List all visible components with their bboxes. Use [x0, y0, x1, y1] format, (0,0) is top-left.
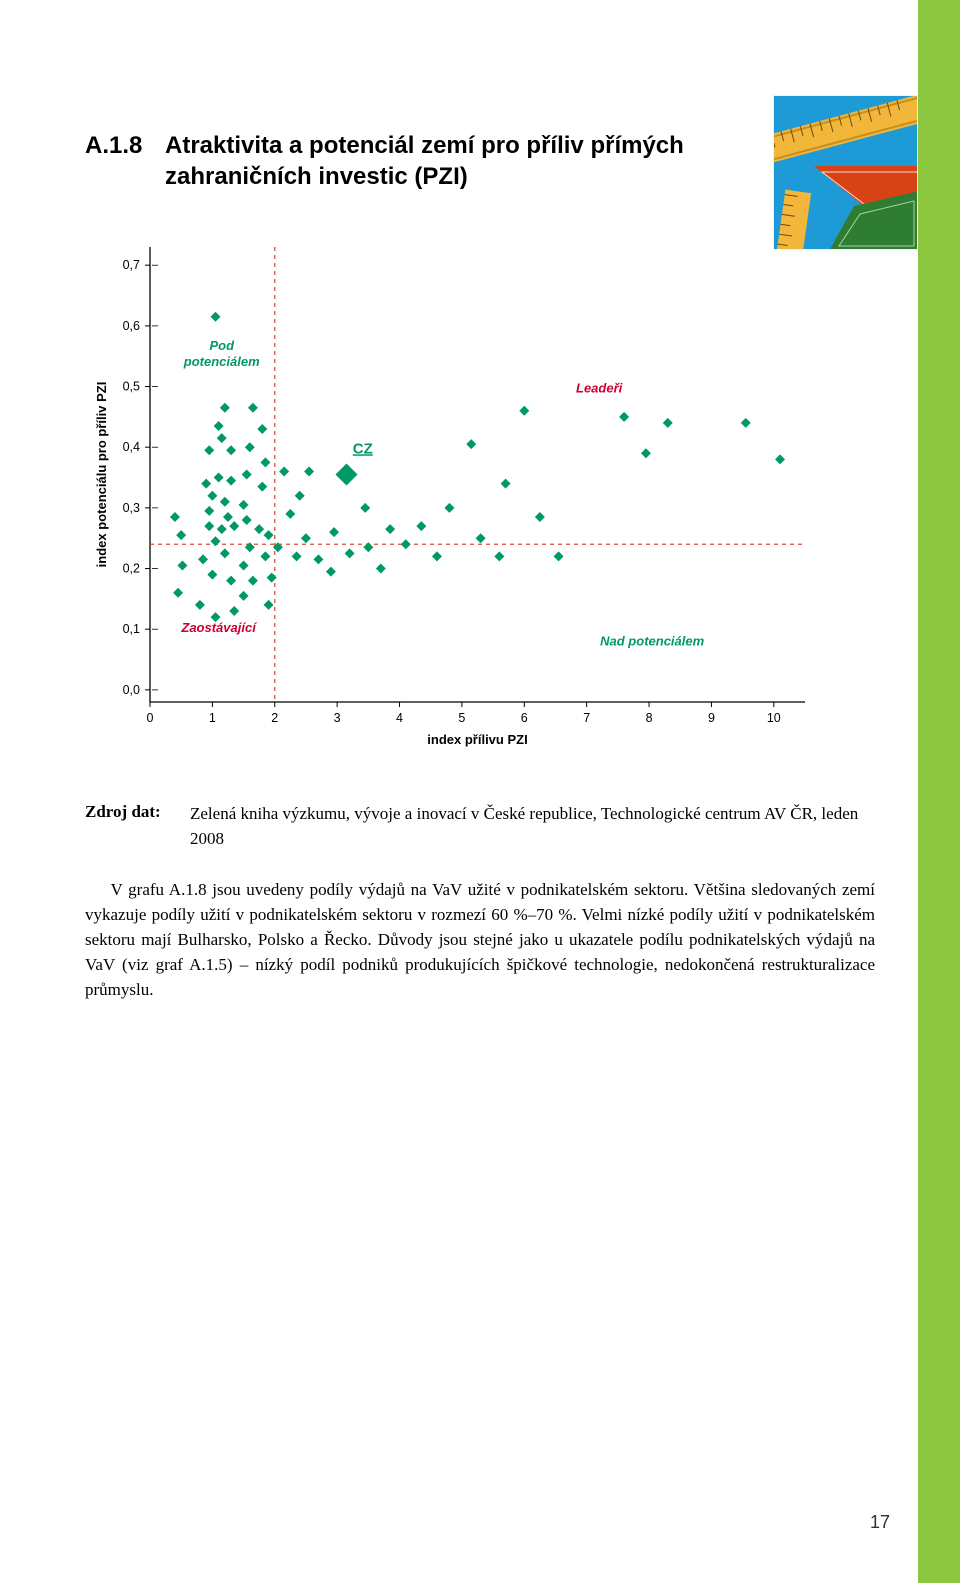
- svg-text:0,0: 0,0: [123, 683, 140, 697]
- section-heading: A.1.8 Atraktivita a potenciál zemí pro p…: [85, 130, 875, 192]
- source-text: Zelená kniha výzkumu, vývoje a inovací v…: [190, 802, 875, 851]
- svg-text:3: 3: [334, 711, 341, 725]
- heading-number: A.1.8: [85, 130, 165, 161]
- svg-text:4: 4: [396, 711, 403, 725]
- svg-text:6: 6: [521, 711, 528, 725]
- heading-line1: Atraktivita a potenciál zemí pro příliv …: [165, 132, 684, 159]
- svg-text:0,2: 0,2: [123, 562, 140, 576]
- right-accent-strip: [918, 0, 960, 1583]
- svg-text:potenciálem: potenciálem: [183, 355, 260, 370]
- svg-text:index potenciálu pro příliv PZ: index potenciálu pro příliv PZI: [94, 382, 109, 568]
- scatter-chart: 0 1 2 3 4 5 6 7 8 9 10 0,0 0,1 0,2 0,3 0,4 0,5 0,6 0,7 inde…: [85, 222, 875, 762]
- svg-text:0,6: 0,6: [123, 319, 140, 333]
- svg-text:Nad potenciálem: Nad potenciálem: [600, 634, 704, 649]
- svg-text:0,3: 0,3: [123, 501, 140, 515]
- svg-text:5: 5: [458, 711, 465, 725]
- svg-text:Leadeři: Leadeři: [576, 381, 623, 396]
- heading-line2: zahraničních investic (PZI): [165, 163, 468, 190]
- svg-text:0,7: 0,7: [123, 259, 140, 273]
- heading-title: Atraktivita a potenciál zemí pro příliv …: [165, 130, 875, 192]
- page-content: A.1.8 Atraktivita a potenciál zemí pro p…: [85, 130, 875, 1002]
- svg-text:Pod: Pod: [209, 339, 235, 354]
- source-label: Zdroj dat:: [85, 802, 190, 851]
- body-paragraph: V grafu A.1.8 jsou uvedeny podíly výdajů…: [85, 877, 875, 1003]
- svg-text:1: 1: [209, 711, 216, 725]
- svg-text:10: 10: [767, 711, 781, 725]
- source-row: Zdroj dat: Zelená kniha výzkumu, vývoje …: [85, 802, 875, 851]
- svg-text:7: 7: [583, 711, 590, 725]
- page-number: 17: [870, 1512, 890, 1533]
- svg-text:2: 2: [271, 711, 278, 725]
- svg-text:8: 8: [646, 711, 653, 725]
- svg-text:9: 9: [708, 711, 715, 725]
- svg-text:index přílivu PZI: index přílivu PZI: [427, 732, 527, 747]
- svg-text:0: 0: [147, 711, 154, 725]
- svg-text:0,4: 0,4: [123, 441, 140, 455]
- scatter-svg: 0 1 2 3 4 5 6 7 8 9 10 0,0 0,1 0,2 0,3 0,4 0,5 0,6 0,7 inde…: [85, 222, 845, 762]
- svg-text:0,5: 0,5: [123, 380, 140, 394]
- svg-text:CZ: CZ: [353, 441, 373, 458]
- svg-text:Zaostávající: Zaostávající: [180, 621, 257, 636]
- svg-text:0,1: 0,1: [123, 623, 140, 637]
